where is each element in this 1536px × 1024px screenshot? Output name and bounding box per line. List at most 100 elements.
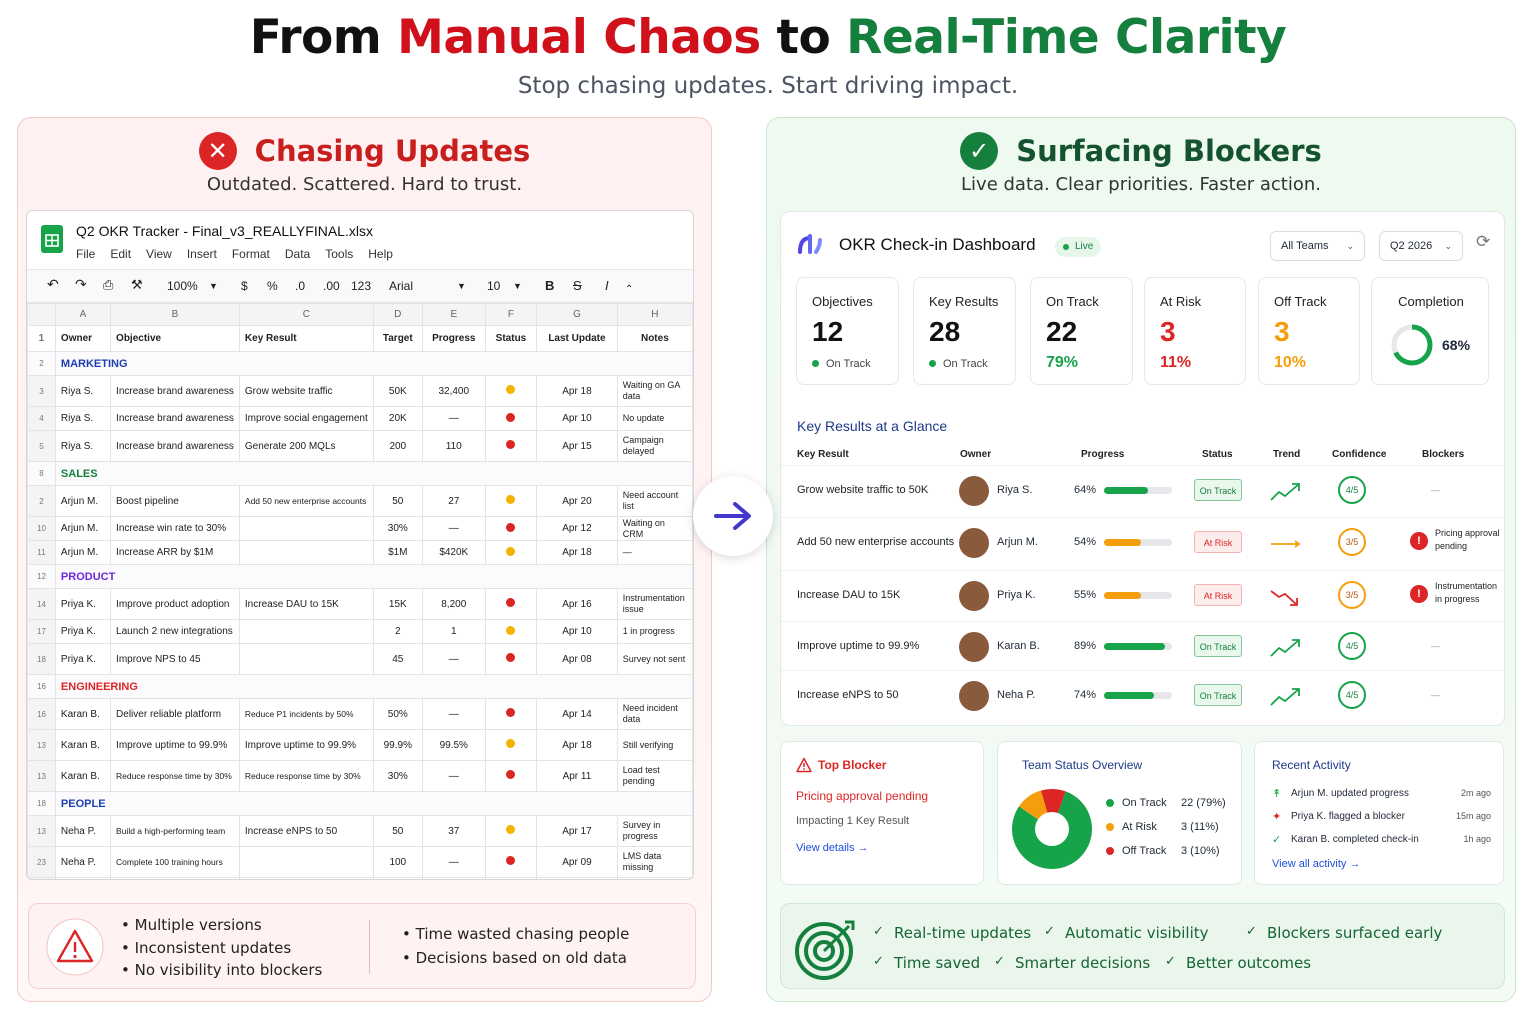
status-cell[interactable] — [484, 406, 538, 431]
status-cell[interactable] — [484, 619, 538, 644]
cell[interactable]: $1M — [372, 540, 423, 565]
cell[interactable]: Arjun M. — [54, 485, 112, 517]
status-cell[interactable] — [484, 516, 538, 541]
italic-button[interactable]: I — [605, 278, 609, 293]
cell[interactable]: Apr 18 — [536, 375, 618, 407]
cell[interactable]: 50 — [372, 485, 423, 517]
cell[interactable]: 8,200 — [421, 588, 486, 620]
status-cell[interactable] — [484, 540, 538, 565]
cell[interactable]: Apr 09 — [536, 846, 618, 878]
cell[interactable]: 1 in progress — [616, 619, 693, 644]
cell[interactable]: Increase brand awareness — [110, 375, 240, 407]
cell[interactable]: Apr 12 — [536, 516, 618, 541]
kr-row[interactable]: Grow website traffic to 50K Riya S. 64% On … — [781, 465, 1506, 515]
cell[interactable]: Apr 20 — [536, 485, 618, 517]
collapse-toolbar-icon[interactable]: ⌃ — [625, 284, 634, 295]
cell[interactable]: Increase eNPS to 50 — [238, 815, 374, 847]
cell[interactable]: 110 — [421, 430, 486, 462]
column-letter[interactable]: H — [616, 303, 693, 326]
column-letter[interactable]: C — [238, 303, 374, 326]
cell[interactable]: 30% — [372, 760, 423, 792]
kr-row[interactable]: Increase eNPS to 50 Neha P. 74% On Track 4/5… — [781, 670, 1506, 720]
cell[interactable]: Riya S. — [54, 406, 112, 431]
cell[interactable]: Apr 10 — [536, 406, 618, 431]
status-cell[interactable] — [484, 846, 538, 878]
cell[interactable]: 20K — [372, 406, 423, 431]
cell[interactable]: 37 — [421, 815, 486, 847]
cell[interactable]: Improve uptime to 99.9% — [110, 729, 240, 761]
menu-item-file[interactable]: File — [76, 247, 96, 261]
cell[interactable]: Neha P. — [54, 846, 112, 878]
cell[interactable] — [238, 516, 374, 541]
print-icon[interactable]: ⎙ — [103, 277, 114, 292]
cell[interactable]: Apr 18 — [536, 729, 618, 761]
cell[interactable]: Waiting on GA data — [616, 375, 693, 407]
kr-row[interactable]: Increase DAU to 15K Priya K. 55% At Risk 3/5… — [781, 570, 1506, 620]
cell[interactable]: Grow website traffic — [238, 375, 374, 407]
status-cell[interactable] — [484, 877, 538, 879]
cell[interactable] — [616, 877, 693, 879]
refresh-icon[interactable]: ⟳ — [1476, 232, 1491, 251]
zoom-select[interactable]: 100% — [167, 279, 198, 293]
cell[interactable]: Increase ARR by $1M — [110, 540, 240, 565]
stat-card-off-track[interactable]: Off Track 3 10% — [1258, 277, 1360, 385]
percent-button[interactable]: % — [267, 279, 278, 293]
cell[interactable]: Reduce P1 incidents by 50% — [238, 698, 374, 730]
cell[interactable]: Apr 10 — [536, 619, 618, 644]
cell[interactable]: Arjun M. — [54, 540, 112, 565]
cell[interactable]: Priya K. — [54, 643, 112, 675]
cell[interactable] — [54, 877, 112, 879]
cell[interactable]: 200 — [372, 430, 423, 462]
cell[interactable]: Load test pending — [616, 760, 693, 792]
cell[interactable]: Need account list — [616, 485, 693, 517]
status-cell[interactable] — [484, 698, 538, 730]
cell[interactable]: — — [421, 760, 486, 792]
cell[interactable]: Complete 100 training hours — [110, 846, 240, 878]
cell[interactable] — [372, 877, 423, 879]
cell[interactable]: Apr 17 — [536, 815, 618, 847]
cell[interactable]: Apr 08 — [536, 643, 618, 675]
cell[interactable]: — — [421, 406, 486, 431]
cell[interactable]: 27 — [421, 485, 486, 517]
cell[interactable]: 1 — [421, 619, 486, 644]
menu-item-tools[interactable]: Tools — [325, 247, 354, 261]
menu-item-data[interactable]: Data — [284, 247, 311, 261]
cell[interactable]: Increase brand awareness — [110, 406, 240, 431]
cell[interactable]: 99.5% — [421, 729, 486, 761]
undo-icon[interactable]: ↶ — [47, 276, 59, 292]
cell[interactable]: 2 — [372, 619, 423, 644]
kr-row[interactable]: Improve uptime to 99.9% Karan B. 89% On Tra… — [781, 621, 1506, 669]
bold-button[interactable]: B — [545, 278, 555, 293]
cell[interactable]: Apr 16 — [536, 588, 618, 620]
cell[interactable]: Reduce response time by 30% — [110, 760, 240, 792]
view-all-activity-link[interactable]: View all activity → — [1272, 858, 1361, 870]
paint-format-icon[interactable]: ⚒ — [131, 277, 143, 292]
view-details-link[interactable]: View details → — [796, 842, 869, 854]
cell[interactable]: Apr 11 — [536, 760, 618, 792]
number-format-button[interactable]: 123 — [351, 279, 372, 293]
period-select[interactable]: Q2 2026 ⌄ — [1379, 231, 1463, 261]
cell[interactable]: — — [421, 846, 486, 878]
cell[interactable]: Riya S. — [54, 430, 112, 462]
cell[interactable] — [238, 877, 374, 879]
cell[interactable]: Deliver reliable platform — [110, 698, 240, 730]
cell[interactable]: Apr 15 — [536, 430, 618, 462]
cell[interactable]: Karan B. — [54, 729, 112, 761]
cell[interactable]: 50 — [372, 815, 423, 847]
cell[interactable]: 32,400 — [421, 375, 486, 407]
cell[interactable] — [536, 877, 618, 879]
cell[interactable]: — — [421, 516, 486, 541]
cell[interactable]: Reduce response time by 30% — [238, 760, 374, 792]
cell[interactable]: — — [421, 643, 486, 675]
menu-item-edit[interactable]: Edit — [110, 247, 132, 261]
column-letter[interactable]: B — [110, 303, 240, 326]
cell[interactable]: Arjun M. — [54, 516, 112, 541]
cell[interactable]: Need incident data — [616, 698, 693, 730]
cell[interactable] — [238, 846, 374, 878]
cell[interactable]: 45 — [372, 643, 423, 675]
cell[interactable]: 15K — [372, 588, 423, 620]
cell[interactable]: No update — [616, 406, 693, 431]
status-cell[interactable] — [484, 588, 538, 620]
font-size-select[interactable]: 10 — [487, 279, 501, 293]
cell[interactable]: Improve NPS to 45 — [110, 643, 240, 675]
